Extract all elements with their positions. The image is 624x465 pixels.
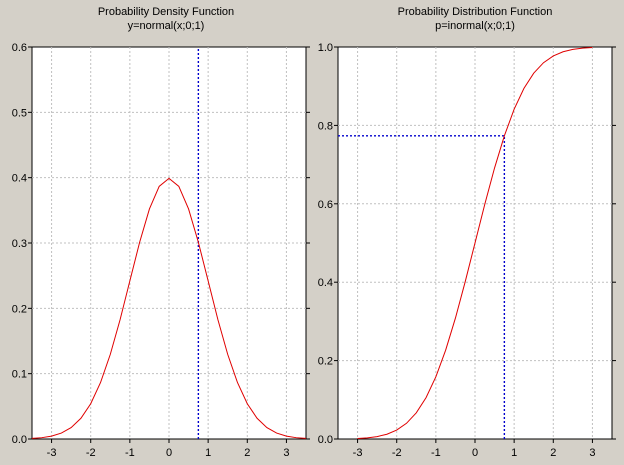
cdf-y-tick-label: 0.8	[318, 120, 333, 132]
cdf-title: Probability Distribution Function	[398, 6, 553, 18]
pdf-y-tick-label: 0.4	[12, 173, 27, 185]
pdf-series-line	[31, 177, 307, 439]
cdf-reference-lines	[338, 135, 506, 439]
pdf-x-axis: -3 -2 -1 0 1 2 3	[47, 439, 289, 459]
cdf-series-line	[357, 47, 593, 439]
pdf-x-tick-label: 3	[283, 447, 289, 459]
cdf-x-tick-label: 3	[589, 447, 595, 459]
pdf-y-tick-label: 0.6	[12, 42, 27, 54]
cdf-x-tick-label: 0	[472, 447, 478, 459]
pdf-x-tick-label: 2	[244, 447, 250, 459]
cdf-y-tick-label: 0.2	[318, 356, 333, 368]
cdf-x-tick-label: 1	[511, 447, 517, 459]
pdf-title: Probability Density Function	[98, 6, 234, 18]
pdf-y-tick-label: 0.1	[12, 369, 27, 381]
cdf-y-tick-label: 0.6	[318, 199, 333, 211]
cdf-y-tick-label: 1.0	[318, 42, 333, 54]
cdf-x-tick-label: 2	[550, 447, 556, 459]
cdf-grid	[338, 47, 612, 439]
cdf-x-tick-label: -2	[392, 447, 402, 459]
cdf-panel: Probability Distribution Function p=inor…	[318, 6, 616, 459]
cdf-x-tick-label: -1	[431, 447, 441, 459]
pdf-x-tick-label: -1	[125, 447, 135, 459]
pdf-y-tick-label: 0.5	[12, 107, 27, 119]
pdf-x-tick-label: 0	[166, 447, 172, 459]
cdf-y-tick-label: 0.0	[318, 434, 333, 446]
pdf-x-tick-label: -3	[47, 447, 57, 459]
pdf-y-tick-label: 0.2	[12, 303, 27, 315]
pdf-x-tick-label: 1	[205, 447, 211, 459]
cdf-subtitle: p=inormal(x;0;1)	[435, 20, 515, 32]
pdf-x-tick-label: -2	[86, 447, 96, 459]
pdf-y-axis: 0.0 0.1 0.2 0.3 0.4 0.5 0.6	[12, 42, 310, 446]
pdf-series	[31, 177, 307, 439]
pdf-y-tick-label: 0.3	[12, 238, 27, 250]
cdf-x-axis: -3 -2 -1 0 1 2 3	[353, 439, 595, 459]
cdf-series	[357, 47, 593, 439]
pdf-panel: Probability Density Function y=normal(x;…	[12, 6, 310, 459]
pdf-subtitle: y=normal(x;0;1)	[128, 20, 205, 32]
cdf-y-axis: 0.0 0.2 0.4 0.6 0.8 1.0	[318, 42, 616, 446]
cdf-y-tick-label: 0.4	[318, 277, 333, 289]
pdf-y-tick-label: 0.0	[12, 434, 27, 446]
cdf-x-tick-label: -3	[353, 447, 363, 459]
pdf-grid	[32, 47, 306, 439]
